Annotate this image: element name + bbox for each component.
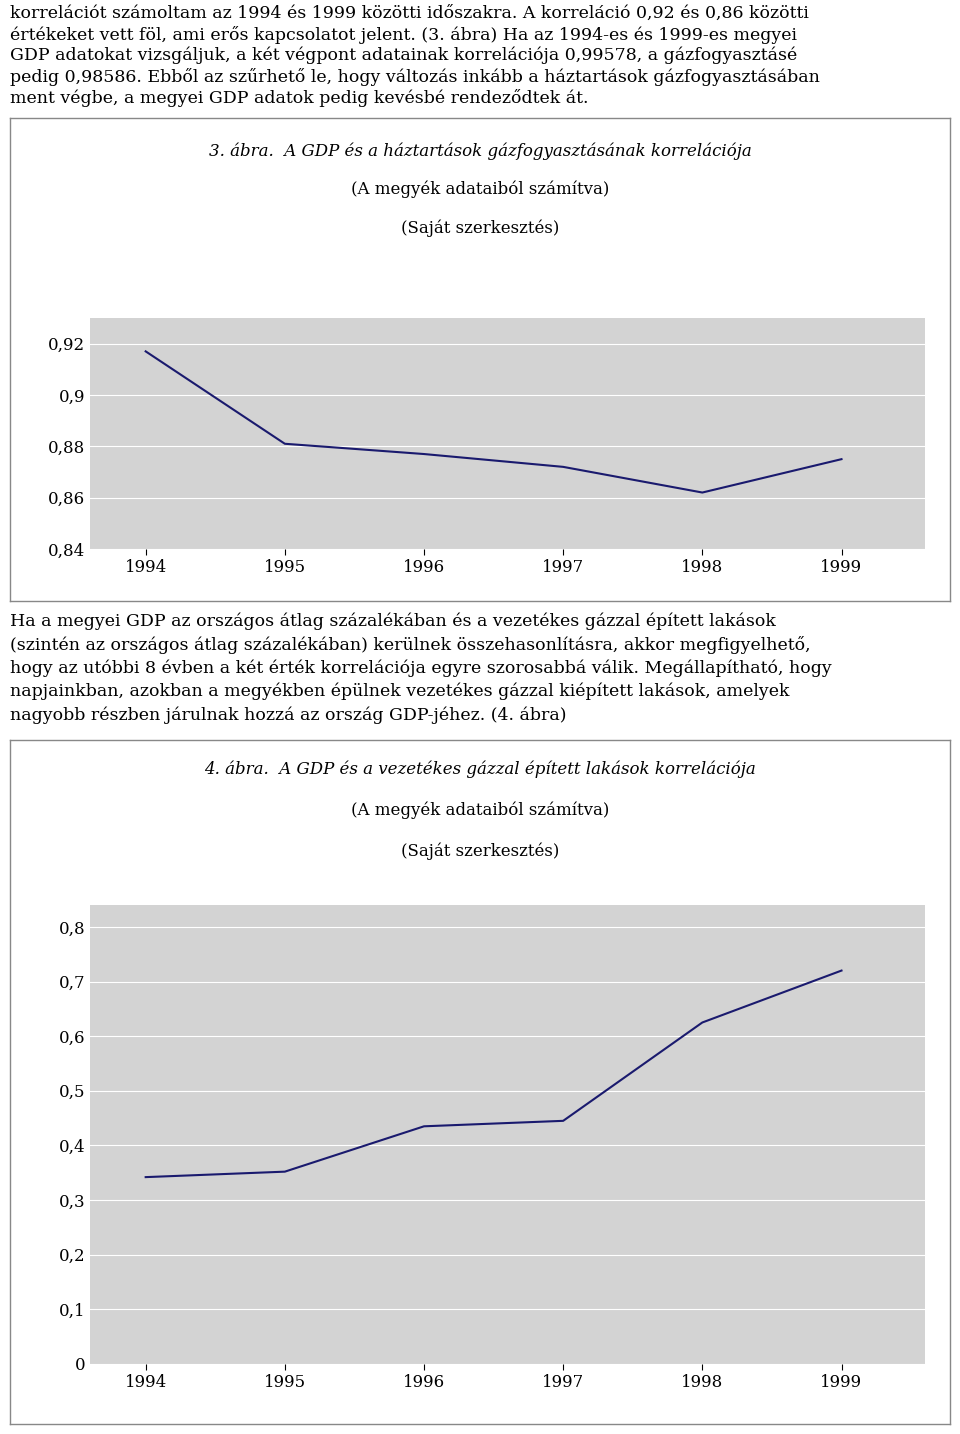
Text: GDP adatokat vizsgáljuk, a két végpont adatainak korrelációja 0,99578, a gázfogy: GDP adatokat vizsgáljuk, a két végpont a… — [10, 47, 797, 65]
Text: ment végbe, a megyei GDP adatok pedig kevésbé rendeződtek át.: ment végbe, a megyei GDP adatok pedig ke… — [10, 89, 588, 108]
Text: nagyobb részben járulnak hozzá az ország GDP-jéhez. (4. ábra): nagyobb részben járulnak hozzá az ország… — [10, 707, 566, 724]
Text: pedig 0,98586. Ebből az szűrhető le, hogy változás inkább a háztartások gázfogya: pedig 0,98586. Ebből az szűrhető le, hog… — [10, 67, 820, 86]
Text: (Saját szerkesztés): (Saját szerkesztés) — [401, 843, 559, 860]
Text: (szintén az országos átlag százalékában) kerülnek összehasonlításra, akkor megfi: (szintén az országos átlag százalékában)… — [10, 635, 810, 654]
Text: (Saját szerkesztés): (Saját szerkesztés) — [401, 219, 559, 237]
Text: 3. ábra.  A GDP és a háztartások gázfogyasztásának korrelációja: 3. ábra. A GDP és a háztartások gázfogya… — [208, 142, 752, 159]
Text: (A megyék adataiból számítva): (A megyék adataiból számítva) — [350, 181, 610, 198]
Text: értékeket vett föl, ami erős kapcsolatot jelent. (3. ábra) Ha az 1994-es és 1999: értékeket vett föl, ami erős kapcsolatot… — [10, 26, 797, 44]
Text: korrelációt számoltam az 1994 és 1999 közötti időszakra. A korreláció 0,92 és 0: korrelációt számoltam az 1994 és 1999 kö… — [10, 4, 809, 22]
Text: napjainkban, azokban a megyékben épülnek vezetékes gázzal kiépített lakások, ame: napjainkban, azokban a megyékben épülnek… — [10, 683, 789, 700]
Text: Ha a megyei GDP az országos átlag százalékában és a vezetékes gázzal épített lak: Ha a megyei GDP az országos átlag százal… — [10, 612, 776, 630]
Text: (A megyék adataiból számítva): (A megyék adataiból számítva) — [350, 802, 610, 819]
Text: 4. ábra.  A GDP és a vezetékes gázzal épített lakások korrelációja: 4. ábra. A GDP és a vezetékes gázzal épí… — [204, 760, 756, 779]
Text: hogy az utóbbi 8 évben a két érték korrelációja egyre szorosabbá válik. Megállap: hogy az utóbbi 8 évben a két érték korre… — [10, 660, 831, 677]
